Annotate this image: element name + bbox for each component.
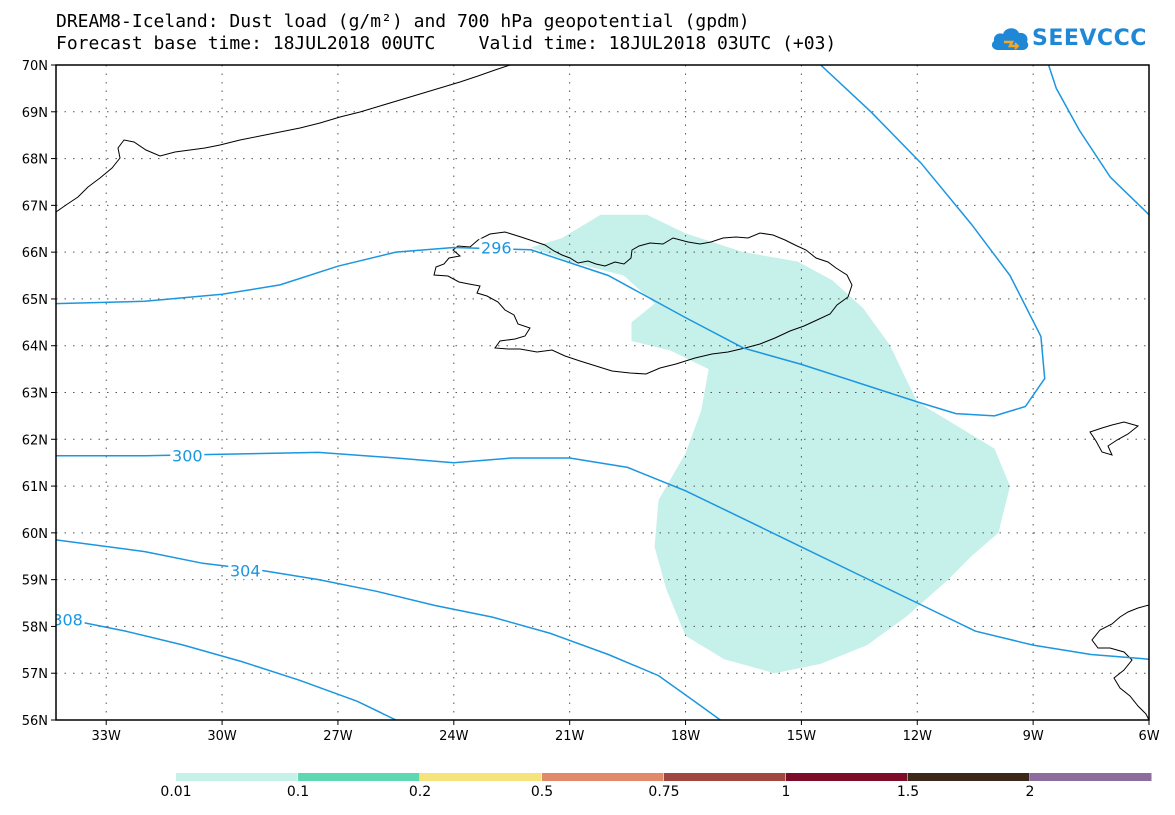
lon-tick-label: 21W: [555, 729, 585, 744]
contour-296: [56, 65, 1046, 417]
lat-tick-label: 70N: [22, 59, 48, 74]
contour-label-bg: [479, 238, 514, 257]
axis-ticks: 70N 69N 68N 67N 66N 65N 64N 63N 62N 61N 60N 59N 58N 5…: [22, 59, 1160, 744]
coastlines: [56, 65, 1149, 720]
colorbar-label: 1.5: [896, 784, 920, 800]
lat-tick-label: 62N: [22, 433, 48, 448]
lat-tick-label: 67N: [22, 199, 48, 214]
contour-label-bg: [170, 446, 205, 465]
cloud-icon: [991, 28, 1029, 50]
colorbar-segment: [786, 773, 908, 781]
colorbar-segment: [664, 773, 786, 781]
lat-tick-label: 63N: [22, 387, 48, 402]
contour-label-308: 308: [52, 610, 83, 629]
colorbar-segment: [1030, 773, 1152, 781]
lat-tick-label: 66N: [22, 246, 48, 261]
lon-tick-label: 18W: [671, 729, 701, 744]
contour-label-296: 296: [481, 238, 512, 257]
geopotential-contours: 296 300 304 308: [52, 65, 1149, 720]
lat-tick-label: 65N: [22, 293, 48, 308]
contour-300: [56, 451, 1149, 660]
seevccc-logo: SEEVCCC: [990, 22, 1150, 58]
lon-tick-label: 12W: [903, 729, 933, 744]
map-frame: [55, 64, 1150, 721]
colorbar-segment: [908, 773, 1030, 781]
lat-tick-label: 64N: [22, 340, 48, 355]
lat-tick-label: 61N: [22, 480, 48, 495]
scotland-coastline: [1091, 604, 1149, 720]
colorbar-label: 2: [1025, 784, 1035, 800]
greenland-coastline: [56, 65, 511, 213]
colorbar-label: 0.1: [286, 784, 310, 800]
dust-area-polygon: [531, 214, 1010, 674]
lon-tick-label: 24W: [439, 729, 469, 744]
lon-tick-label: 15W: [787, 729, 817, 744]
contour-label-bg: [56, 610, 85, 629]
contour-308: [56, 616, 397, 720]
colorbar: [176, 773, 1152, 781]
colorbar-segment: [176, 773, 298, 781]
logo-text: SEEVCCC: [1032, 26, 1147, 51]
lat-tick-label: 57N: [22, 667, 48, 682]
colorbar-segment: [298, 773, 420, 781]
map-title: DREAM8-Iceland: Dust load (g/m²) and 700…: [56, 11, 750, 32]
contour-296: [1047, 65, 1149, 216]
contour-label-bg: [228, 561, 263, 580]
lat-tick-label: 59N: [22, 574, 48, 589]
colorbar-label: 0.5: [530, 784, 554, 800]
lat-tick-label: 58N: [22, 620, 48, 635]
colorbar-label: 1: [781, 784, 791, 800]
faroe-coastline: [1089, 421, 1140, 456]
colorbar-label: 0.2: [408, 784, 432, 800]
lon-tick-label: 30W: [207, 729, 237, 744]
lat-tick-label: 60N: [22, 527, 48, 542]
graticule: [56, 65, 1149, 720]
colorbar-label: 0.01: [160, 784, 192, 800]
lon-tick-label: 6W: [1138, 729, 1159, 744]
contour-label-300: 300: [172, 447, 203, 466]
contour-label-304: 304: [230, 561, 261, 580]
lat-tick-label: 69N: [22, 106, 48, 121]
lat-tick-label: 68N: [22, 153, 48, 168]
lat-tick-label: 56N: [22, 714, 48, 729]
contour-304: [56, 539, 721, 720]
map-subtitle: Forecast base time: 18JUL2018 00UTC Vali…: [56, 33, 837, 54]
colorbar-segment: [542, 773, 664, 781]
lon-tick-label: 27W: [323, 729, 353, 744]
colorbar-label: 0.75: [648, 784, 680, 800]
colorbar-segment: [420, 773, 542, 781]
lon-tick-label: 9W: [1023, 729, 1044, 744]
dust-load-layer: [531, 214, 1010, 674]
lon-tick-label: 33W: [92, 729, 122, 744]
